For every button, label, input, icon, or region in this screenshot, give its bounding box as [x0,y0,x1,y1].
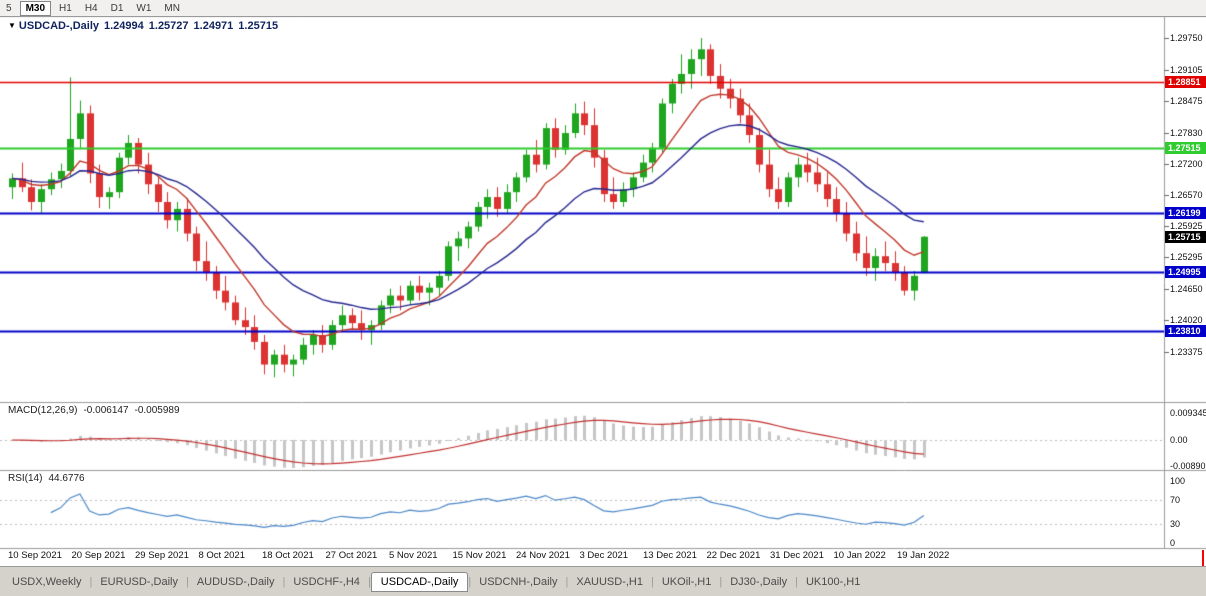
price-axis-label: 1.24650 [1170,284,1203,295]
chart-tab-dj30-daily[interactable]: DJ30-,Daily [730,575,788,588]
tab-separator: | [565,575,569,588]
rsi-axis-label: 70 [1170,494,1181,505]
timeframe-button-mn[interactable]: MN [164,2,180,14]
chart-title-open: 1.24994 [104,20,144,32]
chart-tab-bar: USDX,Weekly | EURUSD-,Daily | AUDUSD-,Daily |… [0,566,1206,596]
timeframe-button-5[interactable]: 5 [6,2,12,14]
macd-name: MACD(12,26,9) [8,405,78,416]
chart-tab-usdchf-h4[interactable]: USDCHF-,H4 [293,575,360,588]
tab-separator: | [89,575,93,588]
rsi-axis-label: 30 [1170,519,1181,530]
rsi-axis-label: 0 [1170,538,1176,548]
chart-tab-usdcnh-daily[interactable]: USDCNH-,Daily [479,575,558,588]
collapse-triangle-icon[interactable]: ▼ [8,21,16,30]
macd-main-value: -0.006147 [83,405,129,416]
chart-title-high: 1.25727 [148,20,189,32]
timeframe-button-h4[interactable]: H4 [84,2,98,14]
tab-separator: | [367,575,371,588]
chart-tab-uk100-h1[interactable]: UK100-,H1 [805,575,861,588]
rsi-axis-label: 100 [1170,476,1186,486]
timeframe-button-w1[interactable]: W1 [136,2,152,14]
price-level-tag: 1.28851 [1165,76,1206,89]
timeframe-toolbar: 5 M30 H1 H4 D1 W1 MN [0,0,1206,17]
tab-separator: | [468,575,472,588]
data-end-marker [1202,550,1204,567]
price-axis-label: 1.29750 [1170,33,1203,43]
price-axis: 1.29750 1.29105 1.28475 1.27830 1.27200 1.265… [1164,0,1206,566]
rsi-label: RSI(14) 44.6776 [8,473,91,484]
price-axis-label: 1.28475 [1170,95,1203,106]
price-axis-label: 1.23375 [1170,346,1203,357]
rsi-value: 44.6776 [48,473,85,484]
rsi-name: RSI(14) [8,473,43,484]
chart-title-low: 1.24971 [193,20,234,32]
timeframe-button-m30[interactable]: M30 [19,0,52,16]
tab-separator: | [185,575,189,588]
chart-tab-eurusd-daily[interactable]: EURUSD-,Daily [100,575,178,588]
price-axis-label: 1.27830 [1170,127,1203,138]
macd-signal-value: -0.005989 [134,405,180,416]
macd-axis-label: 0.009345 [1170,408,1206,419]
tab-separator: | [651,575,654,588]
price-axis-label: 1.25925 [1170,221,1203,232]
chart-title-close: 1.25715 [238,20,279,32]
price-axis-label: 1.24020 [1170,315,1203,326]
chart-title-symbol: USDCAD-,Daily [18,20,99,32]
price-axis-label: 1.27200 [1170,158,1203,169]
chart-tab-usdx-weekly[interactable]: USDX,Weekly [12,575,82,588]
macd-axis-label: -0.00890 [1170,460,1206,471]
price-axis-label: 1.29105 [1170,64,1203,75]
timeframe-button-d1[interactable]: D1 [110,2,124,14]
chart-tab-audusd-daily[interactable]: AUDUSD-,Daily [196,575,275,588]
tab-separator: | [719,575,723,588]
price-axis-label: 1.25295 [1170,252,1203,263]
macd-label: MACD(12,26,9) -0.006147 -0.005989 [8,405,186,416]
tab-separator: | [795,575,798,588]
price-level-tag: 1.26199 [1165,206,1206,219]
chart-tab-usdcad-daily[interactable]: USDCAD-,Daily [370,571,469,592]
price-level-tag: 1.24995 [1165,266,1206,279]
tab-separator: | [282,575,286,588]
timeframe-button-h1[interactable]: H1 [59,2,72,14]
current-price-tag: 1.25715 [1165,230,1206,243]
price-level-tag: 1.27515 [1165,142,1206,155]
price-axis-label: 1.26570 [1170,189,1203,200]
macd-axis-label: 0.00 [1170,435,1188,445]
chart-tab-xauusd-h1[interactable]: XAUUSD-,H1 [576,575,643,588]
chart-tab-ukoil-h1[interactable]: UKOil-,H1 [661,575,712,588]
chart-canvas[interactable] [0,0,1206,566]
price-level-tag: 1.23810 [1165,324,1206,337]
chart-title: ▼ USDCAD-,Daily 1.24994 1.25727 1.24971 1.257… [8,20,283,32]
